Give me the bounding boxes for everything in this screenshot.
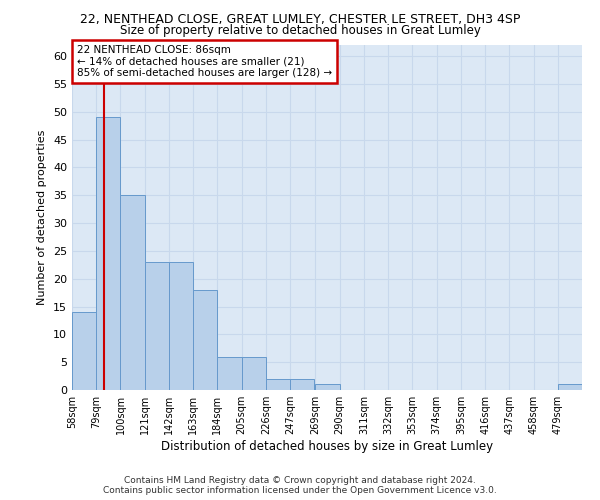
- Text: Contains HM Land Registry data © Crown copyright and database right 2024.
Contai: Contains HM Land Registry data © Crown c…: [103, 476, 497, 495]
- Bar: [217, 356, 242, 390]
- Bar: [121, 195, 145, 390]
- Bar: [193, 290, 217, 390]
- Text: Size of property relative to detached houses in Great Lumley: Size of property relative to detached ho…: [119, 24, 481, 37]
- Bar: [558, 384, 582, 390]
- X-axis label: Distribution of detached houses by size in Great Lumley: Distribution of detached houses by size …: [161, 440, 493, 453]
- Text: 22, NENTHEAD CLOSE, GREAT LUMLEY, CHESTER LE STREET, DH3 4SP: 22, NENTHEAD CLOSE, GREAT LUMLEY, CHESTE…: [80, 12, 520, 26]
- Bar: [145, 262, 169, 390]
- Bar: [290, 379, 314, 390]
- Bar: [316, 384, 340, 390]
- Text: 22 NENTHEAD CLOSE: 86sqm
← 14% of detached houses are smaller (21)
85% of semi-d: 22 NENTHEAD CLOSE: 86sqm ← 14% of detach…: [77, 45, 332, 78]
- Bar: [266, 379, 290, 390]
- Bar: [72, 312, 96, 390]
- Bar: [242, 356, 266, 390]
- Bar: [96, 118, 121, 390]
- Bar: [169, 262, 193, 390]
- Y-axis label: Number of detached properties: Number of detached properties: [37, 130, 47, 305]
